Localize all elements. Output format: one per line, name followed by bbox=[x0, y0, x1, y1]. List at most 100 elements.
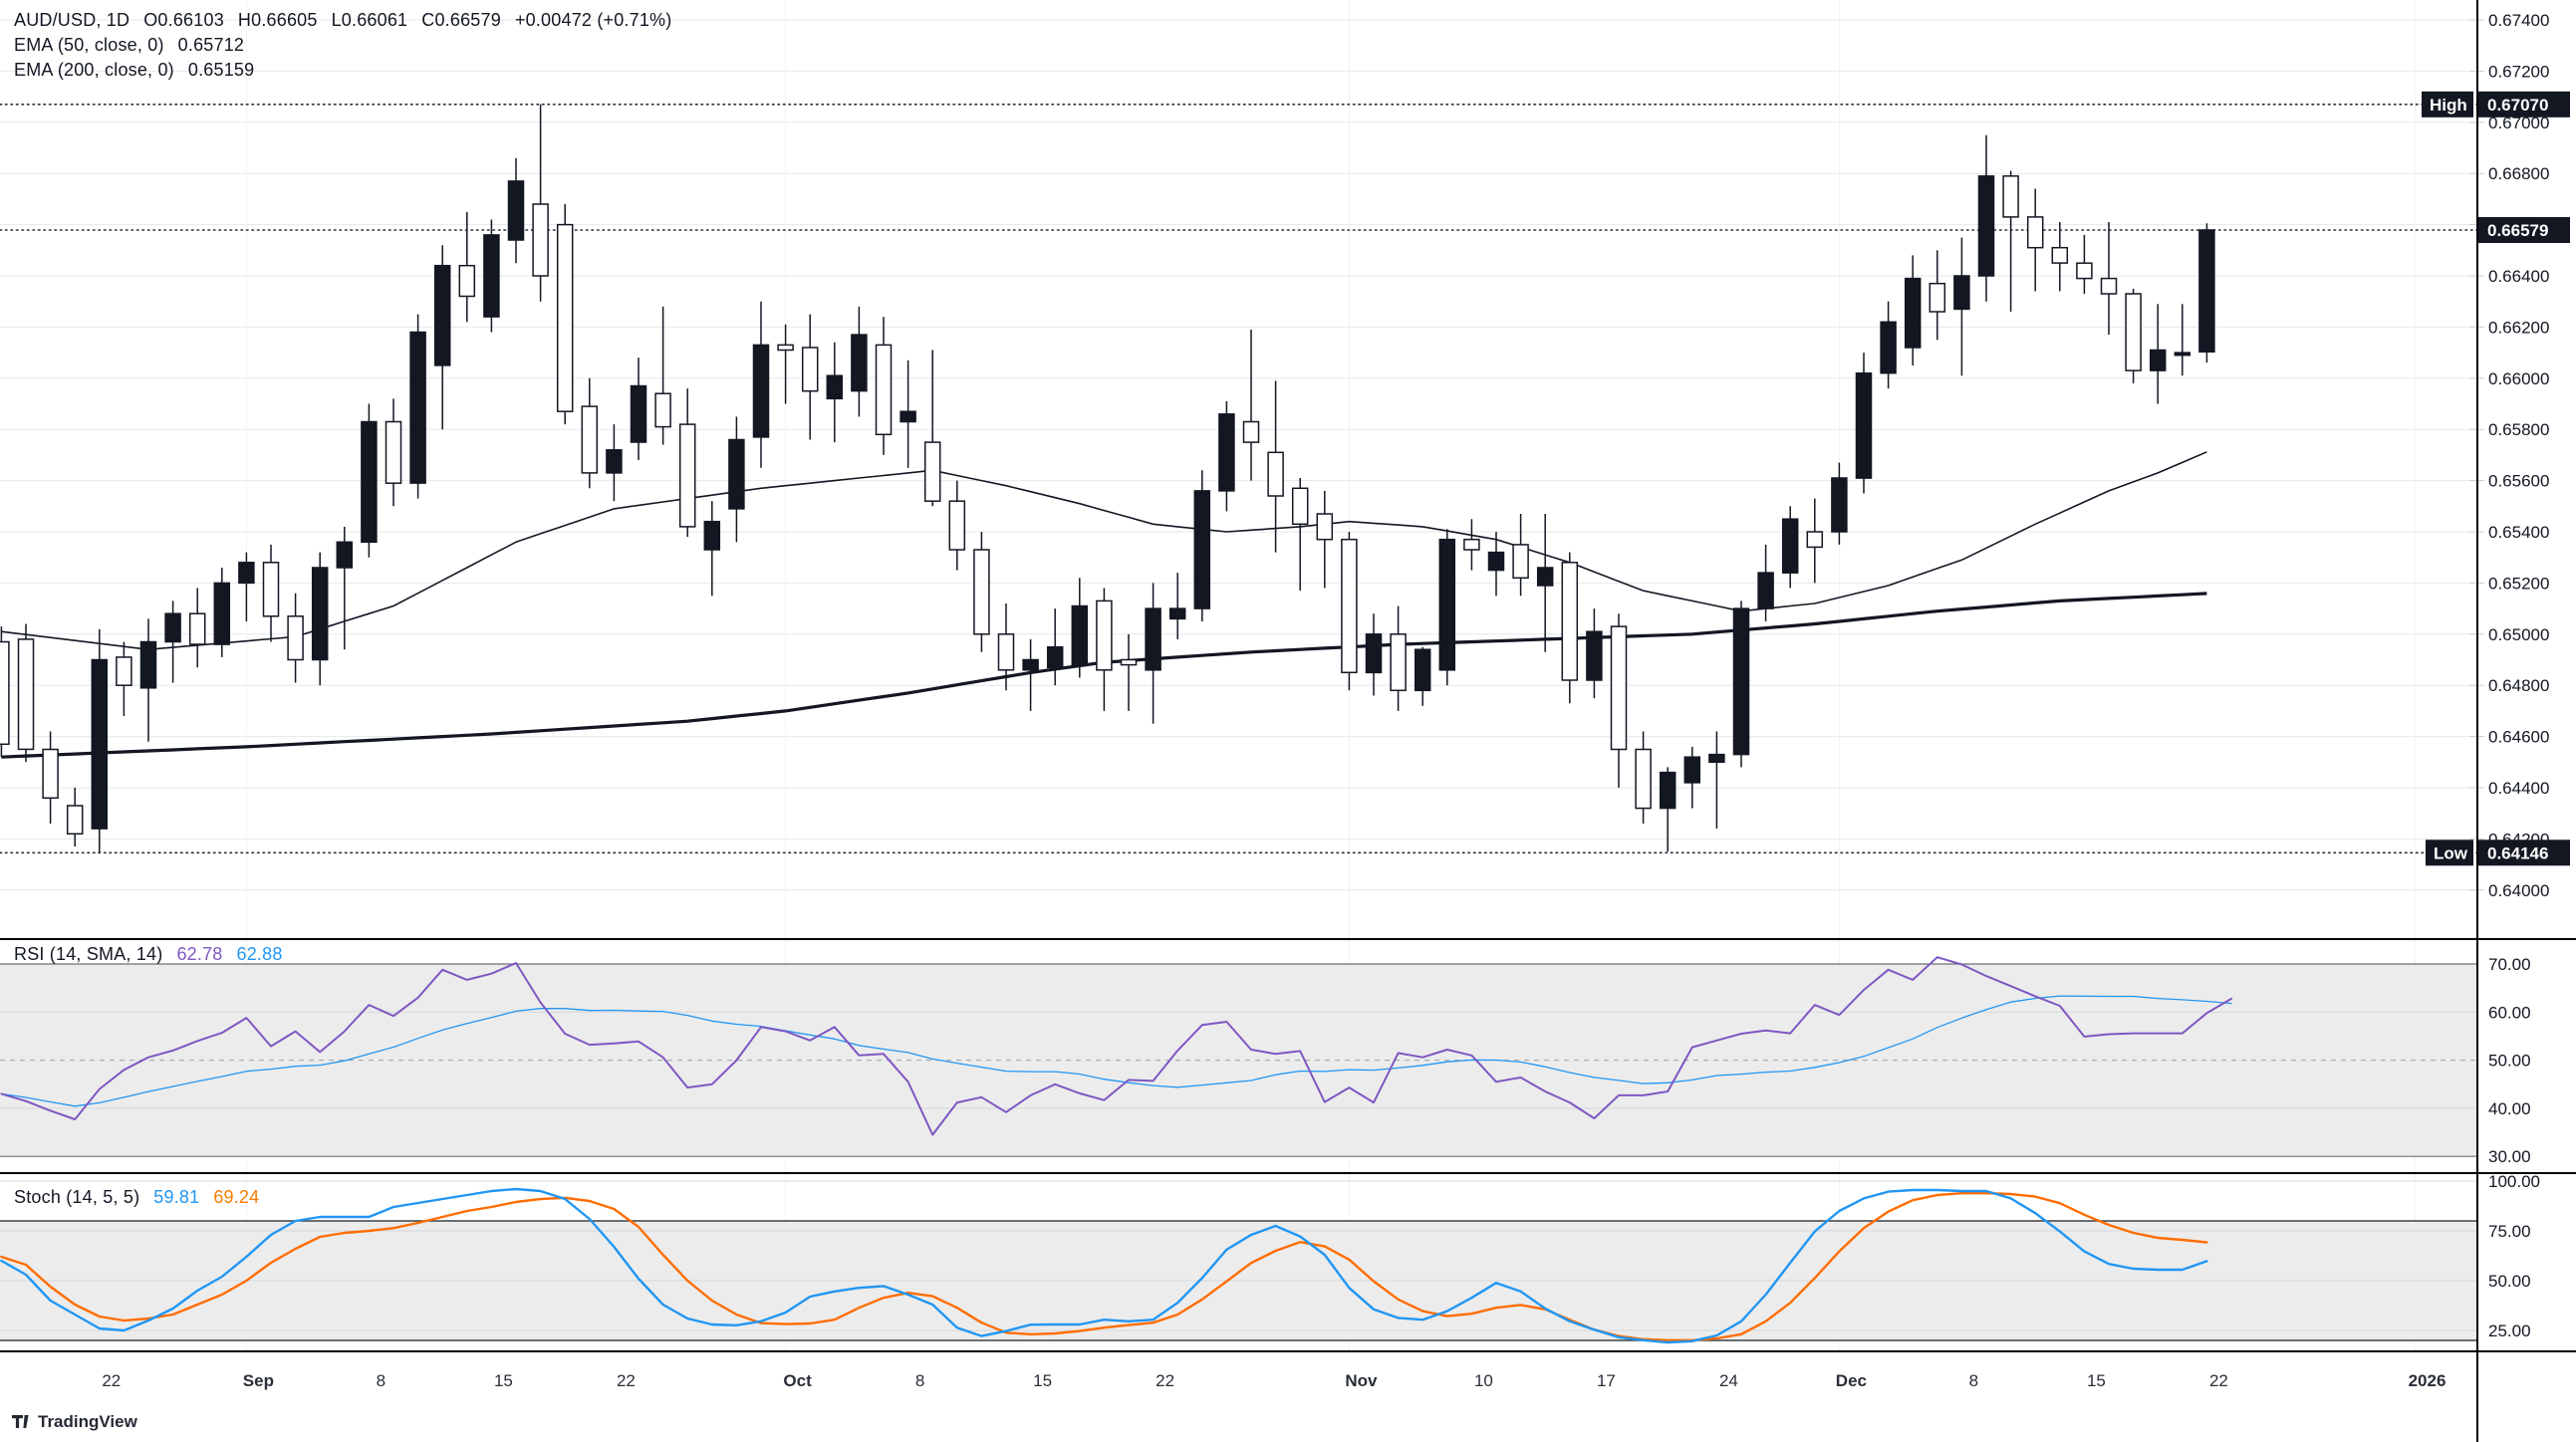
stoch-axis-label: 50.00 bbox=[2488, 1272, 2531, 1291]
candle-body-down bbox=[1390, 633, 1407, 692]
candle-body-up bbox=[1193, 490, 1211, 609]
candle bbox=[948, 480, 966, 571]
rsi-ma-value: 62.88 bbox=[236, 944, 283, 964]
time-axis-label[interactable]: 15 bbox=[494, 1371, 513, 1390]
candle-body-down bbox=[2076, 262, 2093, 280]
candle-body-down bbox=[1291, 487, 1309, 526]
candle bbox=[1267, 380, 1284, 553]
candle-body-up bbox=[1708, 753, 1725, 764]
ema50-legend-row[interactable]: EMA (50, close, 0) 0.65712 bbox=[14, 33, 685, 58]
candle bbox=[385, 398, 402, 507]
candle-body-up bbox=[139, 640, 157, 689]
stoch-legend-row[interactable]: Stoch (14, 5, 5) 59.81 69.24 bbox=[14, 1187, 273, 1208]
candle-body-up bbox=[1977, 175, 1995, 277]
time-axis-label-month[interactable]: Oct bbox=[783, 1371, 812, 1390]
candle-body-up bbox=[1659, 771, 1676, 810]
candle bbox=[1438, 529, 1456, 686]
candle bbox=[1831, 462, 1848, 545]
candle bbox=[678, 388, 696, 538]
candle bbox=[728, 416, 745, 543]
symbol-legend[interactable]: AUD/USD, 1D O0.66103 H0.66605 L0.66061 C0.66… bbox=[14, 8, 699, 83]
candle bbox=[1732, 601, 1750, 768]
high-label-box bbox=[2422, 91, 2473, 118]
price-axis-label: 0.67000 bbox=[2488, 114, 2549, 132]
candle bbox=[0, 626, 10, 758]
price-axis-label: 0.64800 bbox=[2488, 676, 2549, 695]
candle-body-down bbox=[1120, 658, 1138, 666]
candle-body-down bbox=[116, 656, 132, 686]
time-axis-label[interactable]: 22 bbox=[2209, 1371, 2228, 1390]
candle bbox=[507, 157, 525, 264]
close-badge-value: 0.66579 bbox=[2487, 221, 2548, 240]
ema200-value: 0.65159 bbox=[187, 60, 255, 80]
candle bbox=[532, 104, 549, 302]
candle bbox=[409, 314, 426, 499]
symbol-title: AUD/USD, 1D bbox=[14, 10, 130, 30]
time-axis-label[interactable]: 22 bbox=[1156, 1371, 1174, 1390]
ema200-label: EMA (200, close, 0) bbox=[14, 60, 174, 80]
time-axis-label-month[interactable]: Sep bbox=[243, 1371, 274, 1390]
time-axis-label[interactable]: 17 bbox=[1597, 1371, 1616, 1390]
ema200-legend-row[interactable]: EMA (200, close, 0) 0.65159 bbox=[14, 58, 685, 83]
time-axis-label[interactable]: 22 bbox=[617, 1371, 636, 1390]
candle-body-down bbox=[458, 264, 476, 298]
time-axis-label[interactable]: 22 bbox=[102, 1371, 121, 1390]
candle bbox=[1071, 578, 1089, 678]
ohlc-low: L0.66061 bbox=[331, 10, 408, 30]
time-axis-label[interactable]: 15 bbox=[1033, 1371, 1052, 1390]
candle-body-up bbox=[336, 541, 354, 569]
candle bbox=[1880, 301, 1897, 389]
symbol-legend-row[interactable]: AUD/USD, 1D O0.66103 H0.66605 L0.66061 C0.66… bbox=[14, 8, 685, 33]
candle-body-up bbox=[1365, 633, 1383, 674]
price-axis-label: 0.64000 bbox=[2488, 881, 2549, 900]
candle-body-up bbox=[1757, 572, 1774, 609]
stoch-k-value: 59.81 bbox=[153, 1187, 200, 1207]
stoch-k-line bbox=[0, 1187, 2208, 1344]
candle bbox=[361, 403, 378, 558]
candle bbox=[923, 350, 941, 507]
candle-body-up bbox=[361, 420, 378, 544]
candle bbox=[1929, 250, 1946, 341]
candle bbox=[213, 568, 231, 657]
candle bbox=[801, 314, 819, 440]
candle bbox=[703, 501, 721, 597]
candle-body-down bbox=[801, 347, 819, 392]
candle-body-up bbox=[900, 410, 916, 423]
candle bbox=[1904, 255, 1922, 365]
time-axis-label-month[interactable]: Dec bbox=[1836, 1371, 1867, 1390]
candle bbox=[1046, 608, 1064, 686]
price-axis-label: 0.65800 bbox=[2488, 420, 2549, 439]
candle-body-up bbox=[1880, 321, 1897, 374]
time-axis-label[interactable]: 10 bbox=[1474, 1371, 1493, 1390]
candle bbox=[42, 731, 59, 824]
candle bbox=[91, 628, 109, 853]
price-axis-label: 0.64400 bbox=[2488, 779, 2549, 798]
close-badge bbox=[2478, 216, 2570, 243]
candle-body-up bbox=[311, 567, 329, 661]
candle bbox=[1806, 498, 1824, 584]
candle-body-up bbox=[1414, 648, 1431, 692]
candle-body-down bbox=[1512, 544, 1529, 580]
candle-body-down bbox=[0, 640, 10, 746]
candle-body-down bbox=[973, 549, 990, 635]
candle bbox=[483, 219, 500, 333]
time-axis-label-month[interactable]: 2026 bbox=[2409, 1371, 2447, 1390]
tradingview-watermark[interactable]: TradingView bbox=[12, 1412, 137, 1432]
time-axis-label[interactable]: 8 bbox=[915, 1371, 924, 1390]
time-axis-label[interactable]: 15 bbox=[2087, 1371, 2106, 1390]
time-axis-label[interactable]: 8 bbox=[1969, 1371, 1978, 1390]
time-axis-label-month[interactable]: Nov bbox=[1345, 1371, 1378, 1390]
candle bbox=[188, 588, 206, 668]
time-axis-label[interactable]: 8 bbox=[377, 1371, 386, 1390]
candle bbox=[581, 377, 599, 489]
candle bbox=[164, 601, 181, 683]
candle-body-down bbox=[287, 615, 304, 661]
candle-body-up bbox=[606, 449, 623, 474]
candle-body-up bbox=[1046, 645, 1064, 669]
candle-body-down bbox=[2125, 293, 2142, 371]
candle-body-down bbox=[42, 748, 59, 800]
rsi-legend-row[interactable]: RSI (14, SMA, 14) 62.78 62.88 bbox=[14, 944, 297, 965]
time-axis-label[interactable]: 24 bbox=[1719, 1371, 1738, 1390]
